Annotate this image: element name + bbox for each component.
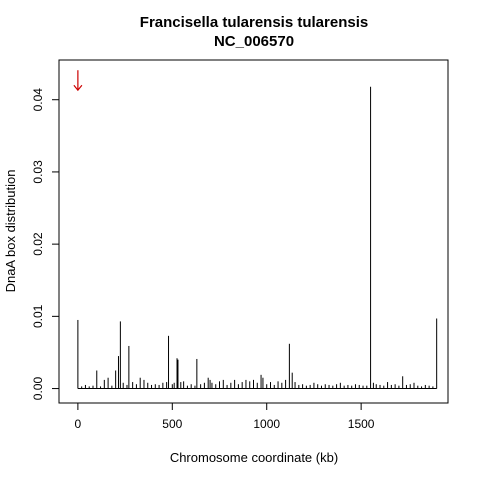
x-tick-label: 1000 [253,417,280,431]
chart-title: Francisella tularensis tularensis [140,14,368,31]
x-axis: 0 500 1000 1500 [75,402,375,431]
y-tick-label: 0.00 [31,377,45,401]
y-tick-label: 0.03 [31,160,45,184]
chart-subtitle: NC_006570 [214,33,294,50]
y-tick-label: 0.04 [31,88,45,112]
origin-marker-group [73,70,83,92]
y-axis-label: DnaA box distribution [3,170,18,293]
x-tick-label: 1500 [348,417,375,431]
x-axis-label: Chromosome coordinate (kb) [170,450,338,465]
y-tick-label: 0.02 [31,232,45,256]
y-axis: 0.00 0.01 0.02 0.03 0.04 [31,88,60,401]
x-tick-label: 500 [162,417,182,431]
bars-group [77,86,438,390]
y-tick-label: 0.01 [31,304,45,328]
x-tick-label: 0 [75,417,82,431]
arrow-head-icon [73,84,83,92]
